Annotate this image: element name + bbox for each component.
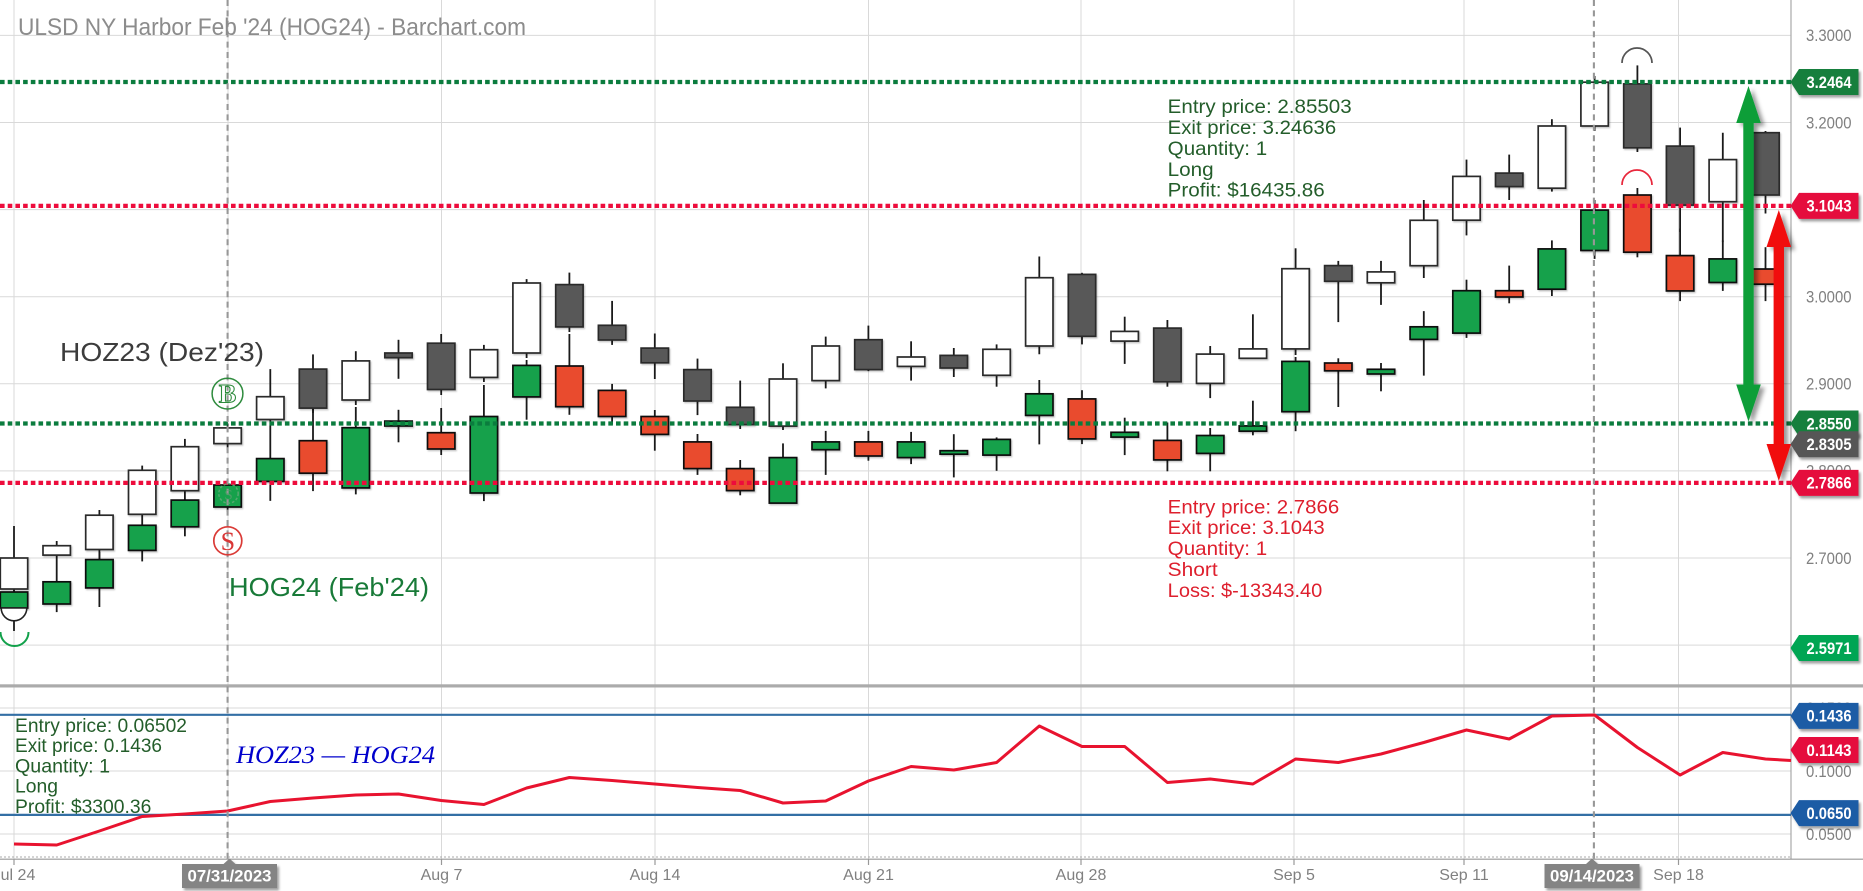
svg-text:B: B bbox=[219, 379, 236, 408]
svg-text:Loss: $-13343.40: Loss: $-13343.40 bbox=[1168, 580, 1323, 602]
svg-text:2.7000: 2.7000 bbox=[1806, 550, 1852, 568]
svg-text:HOZ23 — HOG24: HOZ23 — HOG24 bbox=[235, 742, 435, 769]
svg-text:3.1043: 3.1043 bbox=[1807, 198, 1852, 216]
svg-text:Exit price: 3.1043: Exit price: 3.1043 bbox=[1168, 517, 1325, 539]
svg-text:2.9000: 2.9000 bbox=[1806, 376, 1852, 394]
svg-text:Short: Short bbox=[1168, 559, 1219, 581]
svg-text:3.2000: 3.2000 bbox=[1806, 114, 1852, 132]
svg-text:2.5971: 2.5971 bbox=[1807, 640, 1852, 658]
svg-text:Sep 11: Sep 11 bbox=[1439, 867, 1489, 884]
svg-text:HOG24 (Feb'24): HOG24 (Feb'24) bbox=[229, 572, 429, 602]
svg-text:Quantity: 1: Quantity: 1 bbox=[1168, 538, 1268, 560]
svg-text:2.8305: 2.8305 bbox=[1807, 436, 1852, 454]
svg-text:3.2464: 3.2464 bbox=[1807, 74, 1853, 92]
svg-text:0.0500: 0.0500 bbox=[1806, 826, 1852, 844]
svg-text:S: S bbox=[224, 488, 232, 504]
svg-text:09/14/2023: 09/14/2023 bbox=[1550, 868, 1634, 886]
svg-text:Long: Long bbox=[1168, 159, 1214, 181]
svg-text:Entry price: 0.06502: Entry price: 0.06502 bbox=[15, 715, 187, 737]
svg-text:S: S bbox=[221, 527, 235, 556]
svg-text:Quantity: 1: Quantity: 1 bbox=[15, 755, 110, 777]
svg-text:Entry price: 2.85503: Entry price: 2.85503 bbox=[1168, 96, 1352, 118]
svg-text:0.1436: 0.1436 bbox=[1807, 708, 1852, 726]
svg-text:ULSD NY Harbor Feb '24 (HOG24): ULSD NY Harbor Feb '24 (HOG24) - Barchar… bbox=[18, 14, 526, 41]
svg-text:Quantity: 1: Quantity: 1 bbox=[1168, 138, 1268, 160]
svg-text:Long: Long bbox=[15, 776, 58, 798]
svg-text:Exit price: 0.1436: Exit price: 0.1436 bbox=[15, 735, 162, 757]
svg-text:0.1000: 0.1000 bbox=[1806, 763, 1852, 781]
svg-text:Profit: $16435.86: Profit: $16435.86 bbox=[1168, 180, 1325, 202]
svg-text:07/31/2023: 07/31/2023 bbox=[188, 868, 272, 886]
svg-text:0.0650: 0.0650 bbox=[1807, 805, 1852, 823]
svg-text:Sep 18: Sep 18 bbox=[1653, 867, 1704, 884]
svg-text:Sep 5: Sep 5 bbox=[1273, 867, 1315, 884]
svg-text:0.1143: 0.1143 bbox=[1807, 742, 1852, 760]
svg-text:2.8550: 2.8550 bbox=[1807, 415, 1852, 433]
svg-text:Aug 21: Aug 21 bbox=[843, 867, 894, 884]
svg-text:3.3000: 3.3000 bbox=[1806, 27, 1852, 45]
svg-text:HOZ23 (Dez'23): HOZ23 (Dez'23) bbox=[60, 337, 264, 367]
svg-text:Aug 14: Aug 14 bbox=[630, 867, 681, 884]
svg-text:Entry price: 2.7866: Entry price: 2.7866 bbox=[1168, 496, 1340, 518]
svg-text:Exit price: 3.24636: Exit price: 3.24636 bbox=[1168, 117, 1337, 139]
svg-text:2.7866: 2.7866 bbox=[1807, 475, 1852, 493]
svg-text:Jul 24: Jul 24 bbox=[0, 867, 35, 884]
svg-text:3.0000: 3.0000 bbox=[1806, 289, 1852, 307]
svg-text:Aug 28: Aug 28 bbox=[1056, 867, 1107, 884]
svg-text:Aug 7: Aug 7 bbox=[421, 867, 463, 884]
svg-text:Profit: $3300.36: Profit: $3300.36 bbox=[15, 796, 151, 818]
